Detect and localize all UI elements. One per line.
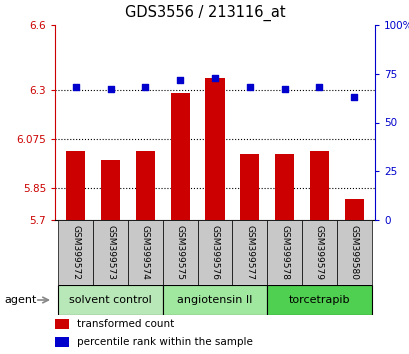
- Text: GSM399580: GSM399580: [349, 225, 358, 280]
- Bar: [58, 220, 93, 285]
- Text: torcetrapib: torcetrapib: [288, 295, 349, 305]
- Bar: [93, 220, 128, 285]
- Point: [142, 85, 148, 90]
- Bar: [309, 151, 328, 220]
- Bar: [197, 220, 232, 285]
- Point: [315, 85, 322, 90]
- Bar: [128, 220, 162, 285]
- Text: GSM399574: GSM399574: [141, 225, 150, 280]
- Point: [211, 75, 218, 80]
- Bar: [170, 93, 189, 220]
- Text: GSM399579: GSM399579: [314, 225, 323, 280]
- Bar: [162, 285, 267, 315]
- Point: [281, 86, 287, 92]
- Text: GSM399578: GSM399578: [279, 225, 288, 280]
- Bar: [232, 220, 267, 285]
- Bar: [66, 151, 85, 220]
- Text: GDS3556 / 213116_at: GDS3556 / 213116_at: [124, 5, 285, 21]
- Text: GSM399575: GSM399575: [175, 225, 184, 280]
- Text: GSM399576: GSM399576: [210, 225, 219, 280]
- Point: [72, 85, 79, 90]
- Bar: [55, 319, 69, 329]
- Point: [246, 85, 252, 90]
- Text: GSM399573: GSM399573: [106, 225, 115, 280]
- Text: GSM399572: GSM399572: [71, 225, 80, 280]
- Bar: [162, 220, 197, 285]
- Bar: [301, 220, 336, 285]
- Text: transformed count: transformed count: [77, 319, 174, 329]
- Bar: [267, 285, 371, 315]
- Point: [107, 86, 114, 92]
- Bar: [336, 220, 371, 285]
- Bar: [240, 154, 259, 220]
- Point: [350, 94, 357, 100]
- Text: percentile rank within the sample: percentile rank within the sample: [77, 337, 253, 347]
- Bar: [55, 337, 69, 347]
- Bar: [135, 151, 155, 220]
- Bar: [344, 199, 363, 220]
- Bar: [267, 220, 301, 285]
- Bar: [58, 285, 162, 315]
- Text: solvent control: solvent control: [69, 295, 152, 305]
- Text: GSM399577: GSM399577: [245, 225, 254, 280]
- Bar: [205, 78, 224, 220]
- Text: angiotensin II: angiotensin II: [177, 295, 252, 305]
- Bar: [274, 154, 293, 220]
- Point: [177, 77, 183, 82]
- Text: agent: agent: [4, 295, 36, 305]
- Bar: [101, 160, 120, 220]
